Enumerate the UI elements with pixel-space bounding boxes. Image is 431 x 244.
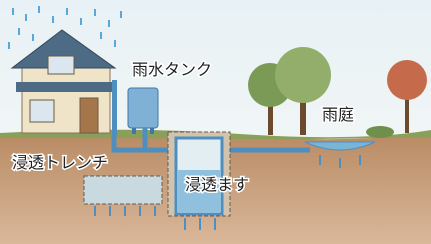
trench [84,176,162,204]
basin-label: 浸透ます [185,175,249,194]
rain-garden-label: 雨庭 [322,105,354,124]
basin [168,132,230,216]
illustration: 雨水タンク 雨庭 浸透トレンチ 浸透ます [0,0,431,244]
rain-tank-label: 雨水タンク [132,60,212,79]
trench-label: 浸透トレンチ [12,153,108,172]
